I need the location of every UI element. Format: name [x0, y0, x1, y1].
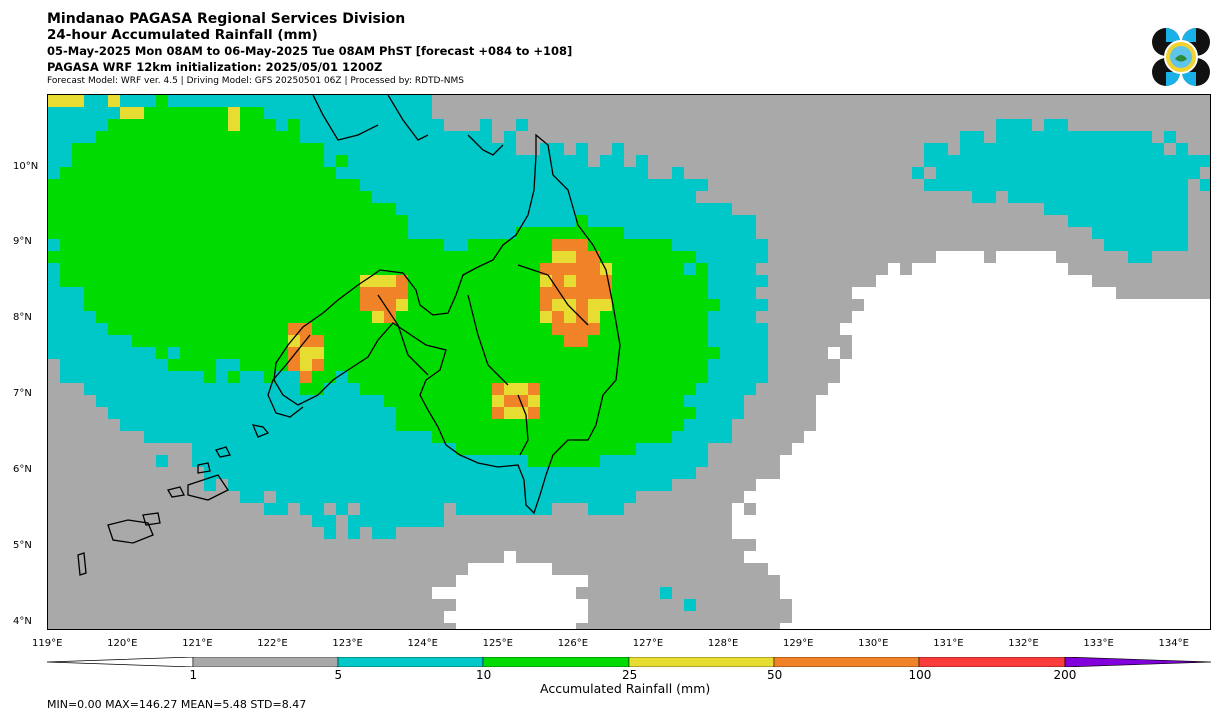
- longitude-label: 124°E: [407, 638, 438, 649]
- model-info: Forecast Model: WRF ver. 4.5 | Driving M…: [47, 76, 464, 86]
- colorbar-tick-label: 5: [334, 668, 343, 682]
- colorbar-tick-label: 1: [189, 668, 198, 682]
- latitude-label: 9°N: [13, 236, 32, 247]
- forecast-period: 05-May-2025 Mon 08AM to 06-May-2025 Tue …: [47, 44, 573, 58]
- longitude-label: 121°E: [182, 638, 213, 649]
- longitude-label: 131°E: [933, 638, 964, 649]
- rainfall-map: [47, 94, 1211, 630]
- model-initialization: PAGASA WRF 12km initialization: 2025/05/…: [47, 60, 383, 74]
- longitude-label: 133°E: [1083, 638, 1114, 649]
- longitude-label: 122°E: [257, 638, 288, 649]
- longitude-label: 120°E: [107, 638, 138, 649]
- latitude-label: 8°N: [13, 312, 32, 323]
- statistics-summary: MIN=0.00 MAX=146.27 MEAN=5.48 STD=8.47: [47, 698, 307, 711]
- longitude-label: 127°E: [632, 638, 664, 649]
- colorbar-tick-label: 100: [908, 668, 932, 682]
- longitude-label: 129°E: [783, 638, 814, 649]
- latitude-label: 5°N: [13, 540, 32, 551]
- colorbar-tick-label: 10: [476, 668, 492, 682]
- latitude-label: 10°N: [13, 161, 39, 172]
- longitude-label: 130°E: [858, 638, 889, 649]
- colorbar-tick-label: 200: [1053, 668, 1077, 682]
- longitude-label: 128°E: [707, 638, 739, 649]
- longitude-label: 119°E: [32, 638, 63, 649]
- latitude-label: 6°N: [13, 464, 32, 475]
- colorbar-tick-label: 50: [767, 668, 783, 682]
- map-subtitle: 24-hour Accumulated Rainfall (mm): [47, 27, 318, 43]
- rainfall-map-canvas: [48, 95, 1210, 629]
- longitude-label: 126°E: [557, 638, 589, 649]
- colorbar: [47, 657, 1211, 667]
- colorbar-tick-label: 25: [622, 668, 638, 682]
- longitude-label: 123°E: [332, 638, 363, 649]
- longitude-label: 132°E: [1008, 638, 1039, 649]
- pagasa-logo-icon: [1152, 28, 1210, 86]
- colorbar-label: Accumulated Rainfall (mm): [540, 681, 711, 696]
- longitude-label: 134°E: [1158, 638, 1189, 649]
- longitude-label: 125°E: [482, 638, 513, 649]
- latitude-label: 4°N: [13, 616, 32, 627]
- map-title: Mindanao PAGASA Regional Services Divisi…: [47, 11, 406, 27]
- latitude-label: 7°N: [13, 388, 32, 399]
